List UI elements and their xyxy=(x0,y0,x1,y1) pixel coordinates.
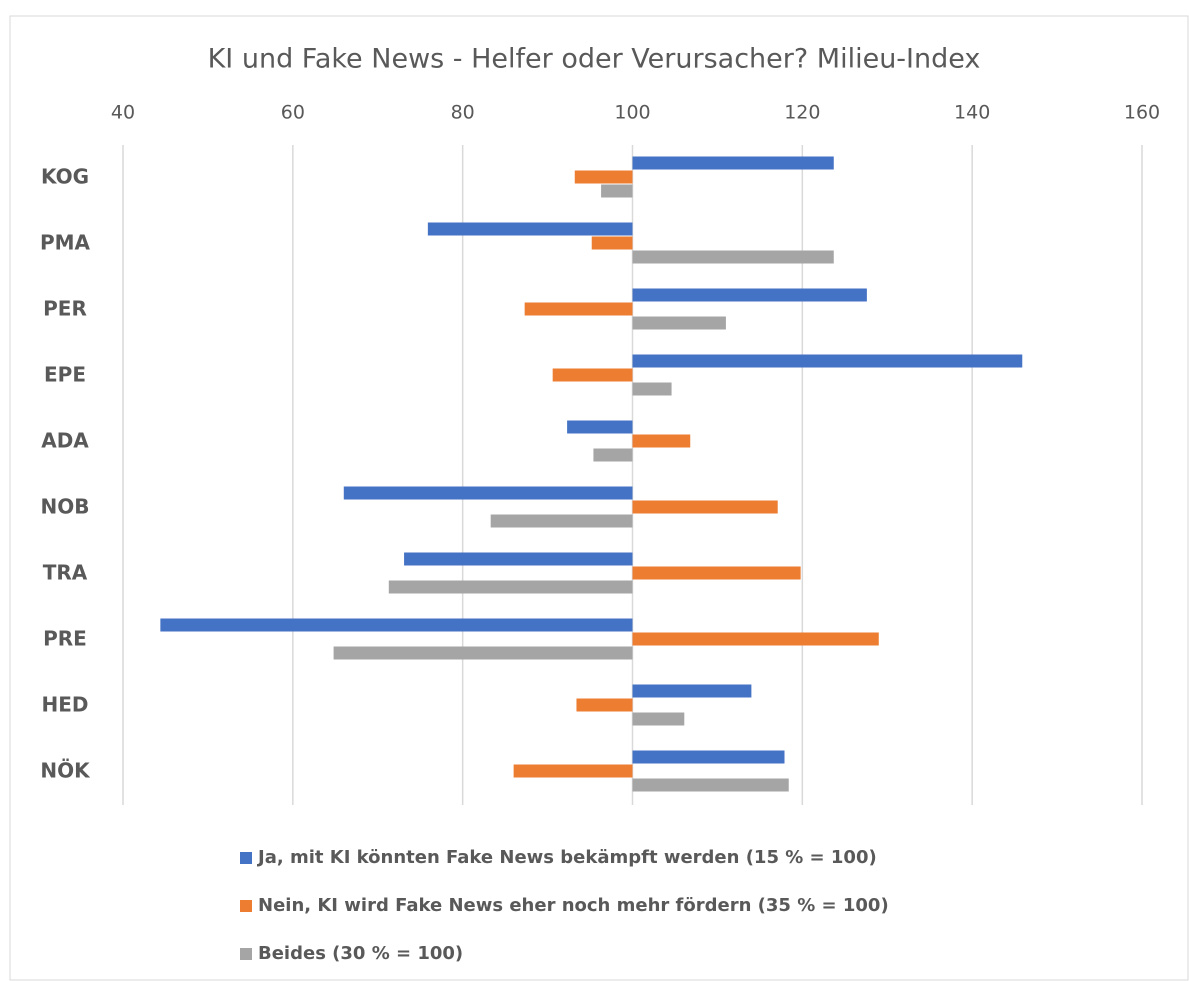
bar xyxy=(632,382,672,396)
bar xyxy=(576,698,633,712)
legend-label: Nein, KI wird Fake News eher noch mehr f… xyxy=(258,895,889,916)
bar xyxy=(632,566,801,580)
bar xyxy=(343,486,633,500)
bar xyxy=(388,580,633,594)
legend-swatch xyxy=(240,948,252,960)
bar xyxy=(490,514,633,528)
bar xyxy=(632,750,785,764)
x-tick-label: 40 xyxy=(111,102,135,124)
bar xyxy=(632,434,691,448)
bar xyxy=(552,368,633,382)
bar xyxy=(404,552,633,566)
category-label: ADA xyxy=(41,429,89,453)
bar xyxy=(632,250,834,264)
bar xyxy=(632,500,778,514)
legend-label: Beides (30 % = 100) xyxy=(258,943,463,964)
category-label: KOG xyxy=(41,165,89,189)
bar xyxy=(591,236,633,250)
bar xyxy=(574,170,633,184)
bar xyxy=(601,184,633,198)
x-tick-label: 160 xyxy=(1124,102,1160,124)
x-tick-label: 140 xyxy=(954,102,990,124)
bar xyxy=(567,420,633,434)
category-label: PRE xyxy=(43,627,87,651)
category-label: EPE xyxy=(44,363,86,387)
category-label: NÖK xyxy=(40,759,91,783)
category-label: PER xyxy=(43,297,87,321)
x-tick-label: 60 xyxy=(281,102,305,124)
bar xyxy=(333,646,633,660)
bar xyxy=(632,778,789,792)
bar xyxy=(593,448,633,462)
bar xyxy=(632,712,685,726)
x-tick-label: 100 xyxy=(614,102,650,124)
bar xyxy=(632,632,879,646)
category-label: NOB xyxy=(41,495,90,519)
x-tick-label: 80 xyxy=(451,102,475,124)
bar xyxy=(632,288,867,302)
x-tick-label: 120 xyxy=(784,102,820,124)
category-label: TRA xyxy=(43,561,88,585)
legend-label: Ja, mit KI könnten Fake News bekämpft we… xyxy=(256,847,877,868)
chart-title: KI und Fake News - Helfer oder Verursach… xyxy=(208,44,981,75)
category-label: HED xyxy=(41,693,88,717)
bar xyxy=(632,684,752,698)
bar xyxy=(427,222,633,236)
bar xyxy=(524,302,633,316)
legend-swatch xyxy=(240,900,252,912)
bar xyxy=(160,618,633,632)
bar xyxy=(632,156,834,170)
bar xyxy=(632,354,1023,368)
category-label: PMA xyxy=(40,231,91,255)
bar xyxy=(632,316,726,330)
bar xyxy=(513,764,633,778)
legend-swatch xyxy=(240,852,252,864)
